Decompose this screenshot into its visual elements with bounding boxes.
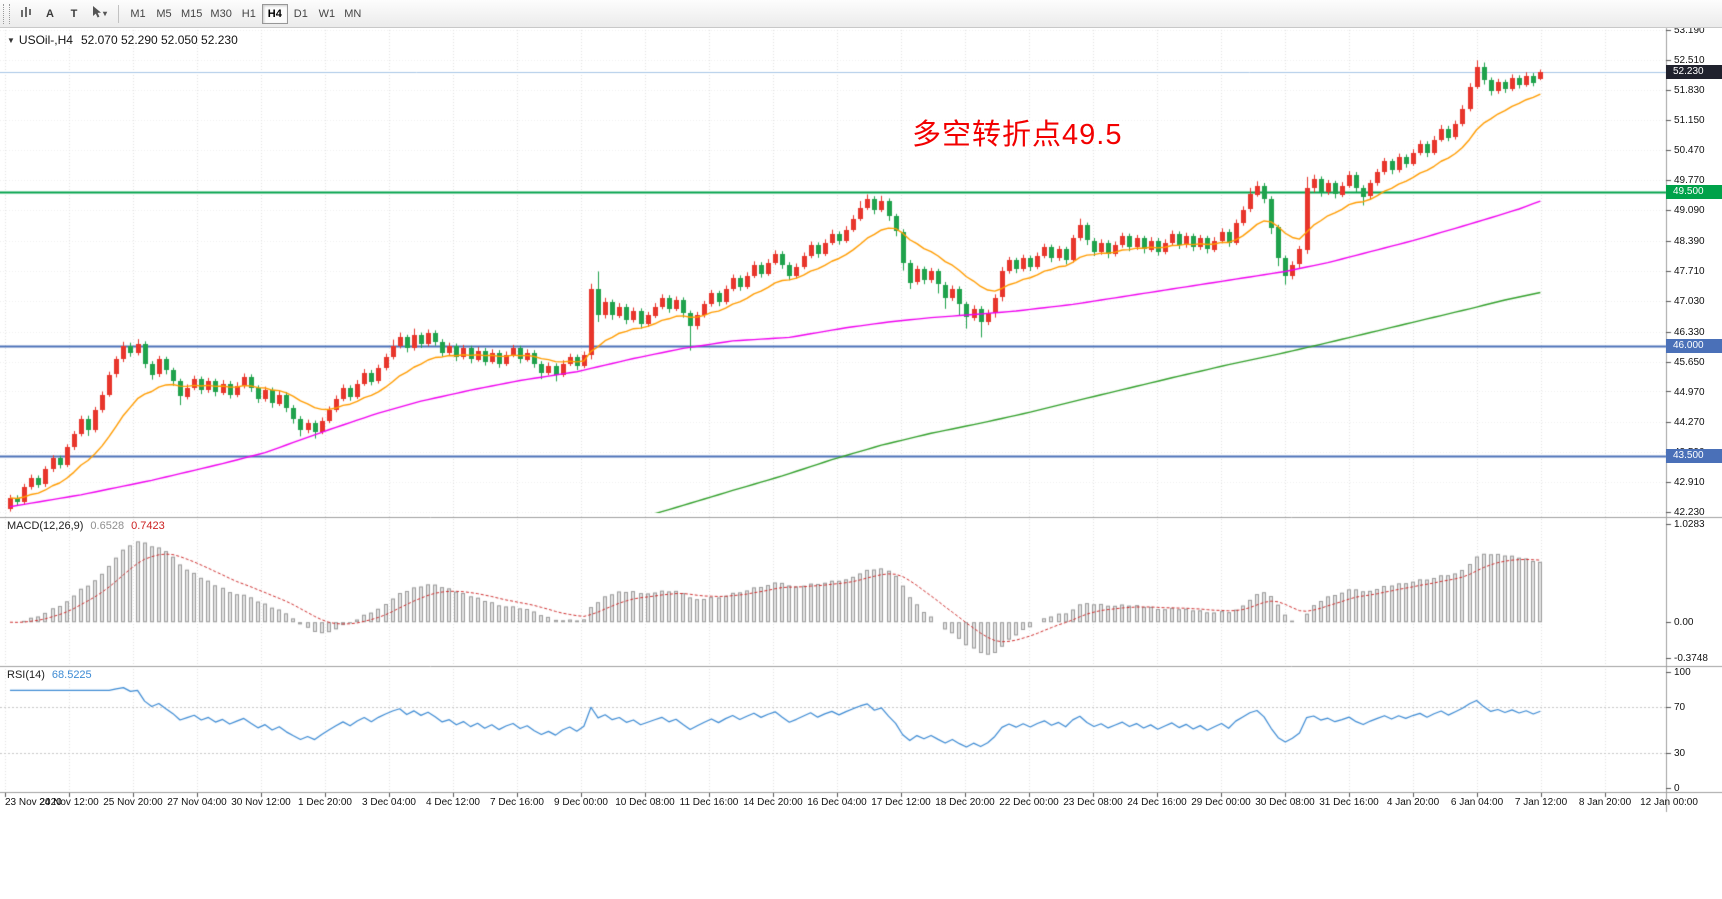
- symbol-marker-icon[interactable]: ▼: [7, 36, 15, 45]
- price-tick-label: 47.030: [1674, 295, 1705, 307]
- macd-name: MACD(12,26,9): [7, 520, 84, 532]
- level-price-tag: 46.000: [1666, 339, 1722, 354]
- price-tick-label: 51.150: [1674, 114, 1705, 126]
- timeframe-button-d1[interactable]: D1: [288, 4, 314, 24]
- time-tick-label: 8 Jan 20:00: [1578, 797, 1632, 808]
- time-tick-label: 31 Dec 16:00: [1319, 797, 1379, 808]
- time-tick-label: 17 Dec 12:00: [871, 797, 931, 808]
- level-price-tag: 43.500: [1666, 449, 1722, 464]
- toolbar-separator: [118, 4, 120, 23]
- time-tick-label: 11 Dec 16:00: [679, 797, 739, 808]
- chevron-down-icon: ▾: [103, 9, 108, 18]
- cursor-icon: [92, 6, 102, 21]
- macd-tick-label: -0.3748: [1674, 653, 1708, 664]
- price-axis[interactable]: 53.190 52.510 51.830 51.150 50.470 49.770 49.0…: [1666, 0, 1722, 899]
- price-tick-label: 42.230: [1674, 507, 1705, 518]
- rsi-tick-label: 100: [1674, 667, 1691, 678]
- time-tick-label: 22 Dec 00:00: [999, 797, 1059, 808]
- symbol-name: USOil-,H4: [18, 33, 73, 47]
- time-tick-label: 12 Jan 00:00: [1640, 797, 1698, 808]
- macd-tick-label: 0.00: [1674, 617, 1694, 629]
- time-tick-label: 10 Dec 08:00: [615, 797, 675, 808]
- time-tick-label: 25 Nov 20:00: [103, 797, 163, 808]
- price-tick-label: 48.390: [1674, 236, 1705, 248]
- time-tick-label: 4 Dec 12:00: [426, 797, 480, 808]
- time-tick-label: 4 Jan 20:00: [1386, 797, 1440, 808]
- time-tick-label: 3 Dec 04:00: [362, 797, 416, 808]
- symbol-ohlc-values: 52.070 52.290 52.050 52.230: [80, 33, 238, 47]
- price-tick-label: 44.270: [1674, 417, 1705, 429]
- timeframe-button-h1[interactable]: H1: [236, 4, 262, 24]
- time-tick-label: 1 Dec 20:00: [298, 797, 352, 808]
- time-tick-label: 23 Dec 08:00: [1063, 797, 1123, 808]
- timeframe-button-h4[interactable]: H4: [261, 3, 288, 24]
- rsi-tick-label: 0: [1674, 783, 1680, 794]
- time-tick-label: 24 Nov 12:00: [39, 797, 99, 808]
- price-tick-label: 49.090: [1674, 205, 1705, 217]
- arrow-label-tool-button[interactable]: A: [39, 3, 61, 25]
- timeframe-group: M1 M5 M15 M30 H1 H4 D1 W1 MN: [125, 3, 366, 24]
- price-tick-label: 52.510: [1674, 54, 1705, 66]
- cursor-tool-button[interactable]: ▾: [87, 3, 112, 25]
- timeframe-button-m30[interactable]: M30: [206, 4, 235, 24]
- price-tick-label: 47.710: [1674, 266, 1705, 277]
- time-tick-label: 6 Jan 04:00: [1450, 797, 1504, 808]
- price-tick-label: 53.190: [1674, 25, 1705, 36]
- time-tick-label: 24 Dec 16:00: [1127, 797, 1187, 808]
- time-axis[interactable]: 23 Nov 2020 24 Nov 12:00 25 Nov 20:00 27 No…: [0, 794, 1698, 814]
- time-tick-label: 7 Jan 12:00: [1514, 797, 1568, 808]
- time-tick-label: 14 Dec 20:00: [743, 797, 803, 808]
- price-tick-label: 46.330: [1674, 326, 1705, 338]
- price-tick-label: 45.650: [1674, 356, 1705, 368]
- time-tick-label: 16 Dec 04:00: [807, 797, 867, 808]
- price-tick-label: 51.830: [1674, 84, 1705, 96]
- rsi-tick-label: 70: [1674, 701, 1686, 713]
- macd-signal-value: 0.7423: [131, 520, 165, 532]
- toolbar: A T ▾ M1 M5 M15 M30 H1 H4 D1 W1 MN: [0, 0, 1722, 28]
- bar-chart-icon: [20, 6, 32, 21]
- time-tick-label: 27 Nov 04:00: [167, 797, 227, 808]
- time-tick-label: 7 Dec 16:00: [490, 797, 544, 808]
- price-tick-label: 44.970: [1674, 386, 1705, 398]
- price-tick-label: 49.770: [1674, 175, 1705, 187]
- chart-type-button[interactable]: [15, 3, 37, 25]
- rsi-value: 68.5225: [51, 669, 92, 681]
- level-price-tag: 49.500: [1666, 185, 1722, 200]
- toolbar-drag-handle[interactable]: [3, 3, 10, 24]
- time-tick-label: 29 Dec 00:00: [1191, 797, 1251, 808]
- macd-main-value: 0.6528: [90, 520, 125, 532]
- time-tick-label: 30 Dec 08:00: [1255, 797, 1315, 808]
- macd-label: MACD(12,26,9) 0.6528 0.7423: [7, 520, 165, 532]
- timeframe-button-m1[interactable]: M1: [125, 4, 151, 24]
- rsi-tick-label: 30: [1674, 748, 1686, 760]
- symbol-header: ▼ USOil-,H4 52.070 52.290 52.050 52.230: [7, 33, 238, 47]
- time-tick-label: 18 Dec 20:00: [935, 797, 995, 808]
- price-tick-label: 42.910: [1674, 477, 1705, 489]
- macd-tick-label: 1.0283: [1674, 519, 1705, 530]
- time-tick-label: 23 Nov 2020: [5, 797, 62, 808]
- time-tick-label: 30 Nov 12:00: [231, 797, 291, 808]
- timeframe-button-w1[interactable]: W1: [314, 4, 340, 24]
- timeframe-button-m15[interactable]: M15: [177, 4, 206, 24]
- timeframe-button-m5[interactable]: M5: [151, 4, 177, 24]
- current-price-tag: 52.230: [1666, 65, 1722, 80]
- text-tool-button[interactable]: T: [63, 3, 85, 25]
- timeframe-button-mn[interactable]: MN: [340, 4, 366, 24]
- rsi-label: RSI(14) 68.5225: [7, 669, 92, 681]
- price-tick-label: 50.470: [1674, 144, 1705, 156]
- time-tick-label: 9 Dec 00:00: [554, 797, 608, 808]
- annotation-text: 多空转折点49.5: [912, 119, 1123, 151]
- rsi-name: RSI(14): [7, 669, 45, 681]
